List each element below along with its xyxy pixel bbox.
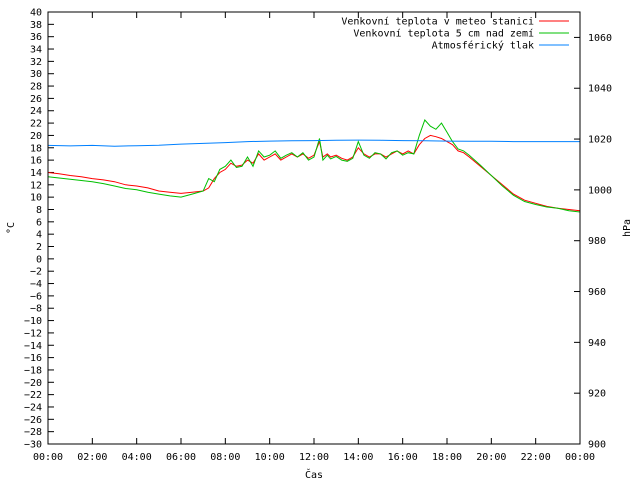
x-axis-tick-labels: 00:00 02:00 04:00 06:00 08:00 10:00 12:00 14:00…	[33, 452, 595, 463]
x-tick-label: 14:00	[343, 452, 373, 463]
x-tick-label: 20:00	[476, 452, 506, 463]
y-tick-label: 2	[36, 242, 42, 253]
x-tick-label: 02:00	[77, 452, 107, 463]
series-layer	[47, 119, 581, 213]
y-tick-label: −18	[24, 365, 42, 376]
y-axis-tick-labels: 4038363432302826242220181614121086420−2−…	[24, 8, 42, 451]
y2-tick-label: 920	[588, 389, 606, 400]
y-tick-label: −12	[24, 328, 42, 339]
series-line-2	[47, 119, 581, 213]
y-tick-label: 18	[30, 143, 42, 154]
y-tick-label: −28	[24, 427, 42, 438]
y-tick-label: 12	[30, 180, 42, 191]
y2-tick-label: 900	[588, 440, 606, 451]
y-tick-label: 34	[30, 45, 42, 56]
y2-tick-label: 940	[588, 338, 606, 349]
y-tick-label: 40	[30, 8, 42, 19]
y-tick-label: 0	[36, 254, 42, 265]
y-tick-label: 16	[30, 156, 42, 167]
x-tick-label: 22:00	[521, 452, 551, 463]
y-tick-label: 32	[30, 57, 42, 68]
y-tick-label: −20	[24, 378, 42, 389]
y-tick-label: −26	[24, 415, 42, 426]
y-tick-label: 28	[30, 82, 42, 93]
y-tick-label: 6	[36, 217, 42, 228]
y2-tick-label: 1000	[588, 185, 612, 196]
y-tick-label: 38	[30, 20, 42, 31]
x-tick-label: 00:00	[33, 452, 63, 463]
y-tick-label: 8	[36, 205, 42, 216]
x-tick-label: 16:00	[388, 452, 418, 463]
legend-label-1: Venkovní teplota v meteo stanici	[341, 16, 534, 28]
y2-axis-tick-labels: 1060 1040 1020 1000 980 960 940 920 900	[588, 33, 612, 451]
x-tick-label: 06:00	[166, 452, 196, 463]
y-tick-label: −22	[24, 390, 42, 401]
y2-tick-label: 980	[588, 236, 606, 247]
x-tick-label: 08:00	[210, 452, 240, 463]
y2-tick-label: 1040	[588, 84, 612, 95]
legend-label-3: Atmosférický tlak	[432, 40, 534, 52]
legend: Venkovní teplota v meteo staniciVenkovní…	[341, 16, 569, 52]
series-line-3	[47, 139, 580, 147]
y2-tick-label: 1060	[588, 33, 612, 44]
axis-ticks	[47, 11, 581, 445]
x-tick-label: 12:00	[299, 452, 329, 463]
y-tick-label: −4	[30, 279, 42, 290]
y-tick-label: −2	[30, 267, 42, 278]
y-tick-label: 14	[30, 168, 42, 179]
y-tick-label: 26	[30, 94, 42, 105]
y-axis-label: °C	[6, 222, 17, 234]
x-axis-label: Čas	[305, 468, 323, 480]
y-tick-label: −6	[30, 291, 42, 302]
y-tick-label: 30	[30, 69, 42, 80]
y-tick-label: 22	[30, 119, 42, 130]
y2-axis-label: hPa	[622, 219, 633, 237]
series-line-1	[47, 134, 581, 212]
x-tick-label: 18:00	[432, 452, 462, 463]
y-tick-label: −10	[24, 316, 42, 327]
y-tick-label: −8	[30, 304, 42, 315]
legend-label-2: Venkovní teplota 5 cm nad zemí	[353, 28, 534, 40]
y2-tick-label: 960	[588, 287, 606, 298]
y2-tick-label: 1020	[588, 135, 612, 146]
y-tick-label: 20	[30, 131, 42, 142]
y-tick-label: −16	[24, 353, 42, 364]
y-tick-label: −14	[24, 341, 42, 352]
x-tick-label: 00:00	[565, 452, 595, 463]
plot-frame	[47, 11, 581, 445]
x-tick-label: 10:00	[255, 452, 285, 463]
x-tick-label: 04:00	[122, 452, 152, 463]
y-tick-label: 36	[30, 32, 42, 43]
y-tick-label: 24	[30, 106, 42, 117]
y-tick-label: −24	[24, 402, 42, 413]
y-tick-label: −30	[24, 440, 42, 451]
y-tick-label: 10	[30, 193, 42, 204]
y-tick-label: 4	[36, 230, 42, 241]
